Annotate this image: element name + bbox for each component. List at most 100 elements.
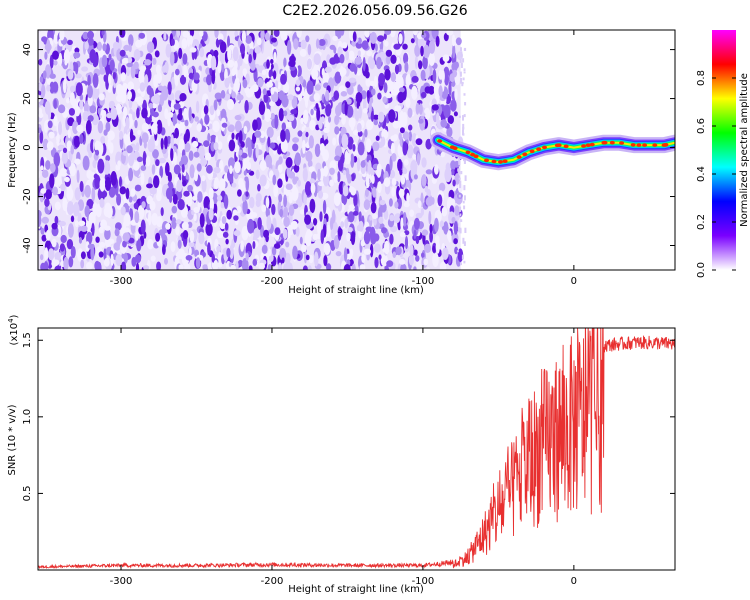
noise-speckle bbox=[88, 211, 96, 227]
noise-speckle bbox=[353, 193, 358, 207]
noise-speckle bbox=[299, 48, 307, 57]
noise-speckle bbox=[51, 238, 57, 248]
noise-speckle bbox=[347, 173, 352, 184]
noise-speckle bbox=[308, 166, 315, 173]
noise-speckle bbox=[364, 30, 370, 38]
noise-speckle bbox=[123, 213, 131, 227]
noise-speckle bbox=[177, 113, 183, 121]
noise-speckle bbox=[313, 92, 320, 102]
noise-speckle bbox=[164, 258, 168, 265]
noise-speckle bbox=[147, 138, 155, 153]
noise-speckle bbox=[384, 30, 392, 35]
noise-speckle bbox=[218, 178, 226, 191]
noise-speckle bbox=[228, 139, 236, 152]
noise-speckle bbox=[117, 62, 122, 75]
noise-speckle bbox=[192, 195, 198, 201]
noise-speckle bbox=[440, 152, 445, 158]
noise-speckle bbox=[84, 205, 90, 218]
noise-speckle bbox=[277, 262, 283, 270]
noise-speckle bbox=[203, 140, 210, 148]
noise-speckle bbox=[208, 207, 214, 221]
noise-speckle bbox=[189, 35, 194, 45]
noise-speckle bbox=[108, 73, 112, 85]
noise-speckle bbox=[383, 33, 387, 40]
noise-speckle bbox=[334, 115, 340, 126]
noise-speckle bbox=[156, 71, 163, 84]
noise-speckle bbox=[109, 59, 115, 72]
noise-speckle bbox=[402, 131, 410, 140]
snr-frame bbox=[37, 327, 676, 571]
noise-speckle bbox=[459, 213, 462, 217]
signal-peak bbox=[452, 146, 458, 150]
noise-speckle bbox=[367, 56, 374, 68]
noise-speckle bbox=[198, 231, 205, 245]
noise-speckle bbox=[304, 181, 312, 196]
noise-speckle bbox=[286, 30, 293, 34]
noise-speckle bbox=[108, 53, 112, 61]
noise-speckle bbox=[439, 220, 444, 228]
noise-speckle bbox=[208, 187, 214, 200]
noise-speckle bbox=[300, 117, 304, 125]
noise-speckle bbox=[57, 104, 66, 114]
noise-speckle bbox=[374, 257, 379, 269]
noise-speckle bbox=[406, 144, 414, 159]
noise-speckle bbox=[462, 77, 465, 81]
noise-speckle bbox=[414, 55, 418, 69]
noise-speckle bbox=[355, 56, 362, 65]
noise-speckle bbox=[137, 96, 144, 106]
noise-speckle bbox=[269, 170, 274, 180]
noise-speckle bbox=[103, 206, 111, 217]
noise-speckle bbox=[248, 53, 252, 64]
noise-speckle bbox=[152, 111, 159, 118]
noise-speckle bbox=[323, 127, 330, 133]
noise-speckle bbox=[177, 199, 185, 211]
noise-speckle bbox=[231, 182, 237, 188]
noise-speckle bbox=[375, 135, 380, 141]
noise-speckle bbox=[344, 101, 348, 116]
noise-speckle bbox=[325, 90, 330, 102]
noise-speckle bbox=[182, 30, 190, 38]
noise-speckle bbox=[446, 30, 454, 36]
noise-speckle bbox=[119, 186, 127, 195]
noise-speckle bbox=[447, 115, 454, 125]
noise-speckle bbox=[76, 124, 84, 133]
noise-speckle bbox=[98, 93, 105, 101]
noise-speckle bbox=[104, 228, 111, 240]
noise-speckle bbox=[74, 220, 79, 228]
noise-speckle bbox=[459, 206, 462, 212]
noise-speckle bbox=[320, 147, 326, 157]
noise-speckle bbox=[372, 141, 380, 152]
noise-speckle bbox=[413, 217, 420, 230]
noise-speckle bbox=[247, 218, 255, 234]
noise-speckle bbox=[119, 49, 126, 57]
noise-speckle bbox=[279, 30, 287, 40]
noise-speckle bbox=[394, 64, 400, 75]
noise-speckle bbox=[40, 165, 44, 171]
noise-speckle bbox=[123, 44, 131, 52]
noise-speckle bbox=[361, 40, 369, 50]
noise-speckle bbox=[112, 41, 120, 51]
noise-speckle bbox=[362, 108, 368, 114]
noise-speckle bbox=[402, 43, 408, 50]
noise-speckle bbox=[54, 201, 61, 211]
noise-speckle bbox=[452, 69, 458, 78]
noise-speckle bbox=[53, 60, 58, 66]
noise-speckle bbox=[459, 71, 462, 77]
noise-speckle bbox=[62, 147, 68, 153]
noise-speckle bbox=[394, 105, 402, 112]
noise-speckle bbox=[232, 209, 238, 217]
noise-speckle bbox=[304, 214, 312, 225]
noise-speckle bbox=[172, 193, 178, 205]
noise-speckle bbox=[324, 139, 329, 145]
noise-speckle bbox=[133, 202, 139, 210]
noise-speckle bbox=[99, 177, 106, 192]
noise-speckle bbox=[333, 90, 340, 101]
noise-speckle bbox=[426, 267, 430, 270]
noise-speckle bbox=[252, 258, 258, 266]
noise-speckle bbox=[370, 202, 377, 214]
noise-speckle bbox=[204, 114, 210, 125]
noise-speckle bbox=[380, 254, 388, 267]
noise-speckle bbox=[399, 87, 405, 93]
noise-speckle bbox=[439, 261, 447, 270]
noise-speckle bbox=[377, 181, 382, 194]
